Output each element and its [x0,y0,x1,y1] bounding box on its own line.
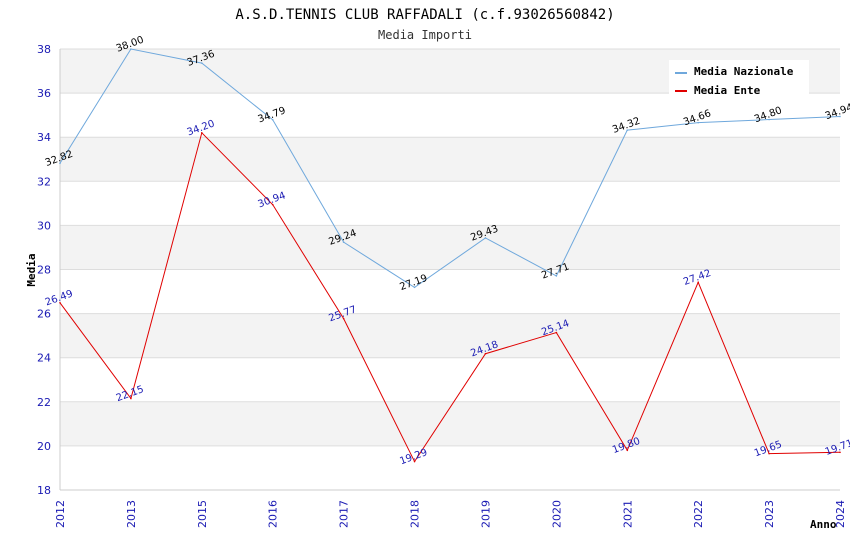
x-tick-label: 2021 [621,500,634,528]
data-point [697,281,699,284]
data-point [201,62,203,64]
y-tick-label: 38 [37,43,51,56]
data-point [130,48,132,50]
data-point [201,131,203,134]
y-tick-label: 36 [37,87,51,100]
x-tick-label: 2022 [692,500,705,528]
x-axis-label: Anno [810,518,837,531]
x-tick-label: 2017 [338,500,351,528]
grid-band [60,401,840,446]
grid-band [60,313,840,358]
data-point [768,118,770,121]
legend: Media Nazionale Media Ente [669,60,809,97]
y-tick-label: 22 [37,396,51,409]
data-point [555,331,558,334]
data-point [342,241,345,243]
series-group [59,48,841,463]
series-line-media-nazionale [59,48,841,288]
chart-subtitle: Media Importi [378,28,472,42]
x-tick-label: 2015 [196,500,209,528]
y-tick-label: 26 [37,308,51,321]
data-point [697,121,699,124]
grid-band [60,137,840,182]
data-point [626,449,629,452]
grid-band [60,445,840,490]
grid-band [60,93,840,138]
data-point [484,352,487,355]
legend-box [669,60,809,96]
data-point [768,452,770,455]
x-tick-label: 2024 [834,500,847,528]
x-tick-label: 2020 [550,500,563,528]
x-tick-label: 2018 [409,500,422,528]
data-point [413,286,416,289]
data-point [271,118,274,121]
x-tick-label: 2013 [125,500,138,528]
legend-label-ente: Media Ente [694,84,761,97]
data-point [839,451,841,454]
y-tick-label: 20 [37,440,51,453]
data-point [484,237,487,239]
y-tick-label: 30 [37,219,51,232]
legend-label-nazionale: Media Nazionale [694,65,794,78]
chart-title: A.S.D.TENNIS CLUB RAFFADALI (c.f.9302656… [235,7,614,23]
grid-bands [60,49,840,490]
data-point [130,397,132,400]
grid-band [60,357,840,402]
data-point [59,162,61,165]
x-tick-label: 2023 [763,500,776,528]
x-tick-label: 2019 [479,500,492,528]
data-point [271,203,274,206]
data-point [342,317,345,320]
x-tick-label: 2016 [267,500,280,528]
data-point [626,129,629,131]
x-axis-ticks: 2012 2013 2015 2016 2017 2018 2019 2020 2021 2022… [54,500,847,528]
y-tick-label: 24 [37,352,51,365]
y-tick-label: 28 [37,264,51,277]
data-point [839,115,841,118]
y-tick-label: 34 [37,131,51,144]
data-point [413,460,416,463]
data-point [555,275,558,277]
y-tick-label: 32 [37,175,51,188]
y-axis-label: Media [25,253,38,286]
y-axis-ticks: 18 20 22 24 26 28 30 32 34 36 38 [37,43,51,497]
grid-band [60,181,840,226]
series-line-media-ente [59,131,841,463]
x-tick-label: 2012 [54,500,67,528]
data-point [59,301,61,304]
y-tick-label: 18 [37,484,51,497]
grid-band [60,269,840,314]
